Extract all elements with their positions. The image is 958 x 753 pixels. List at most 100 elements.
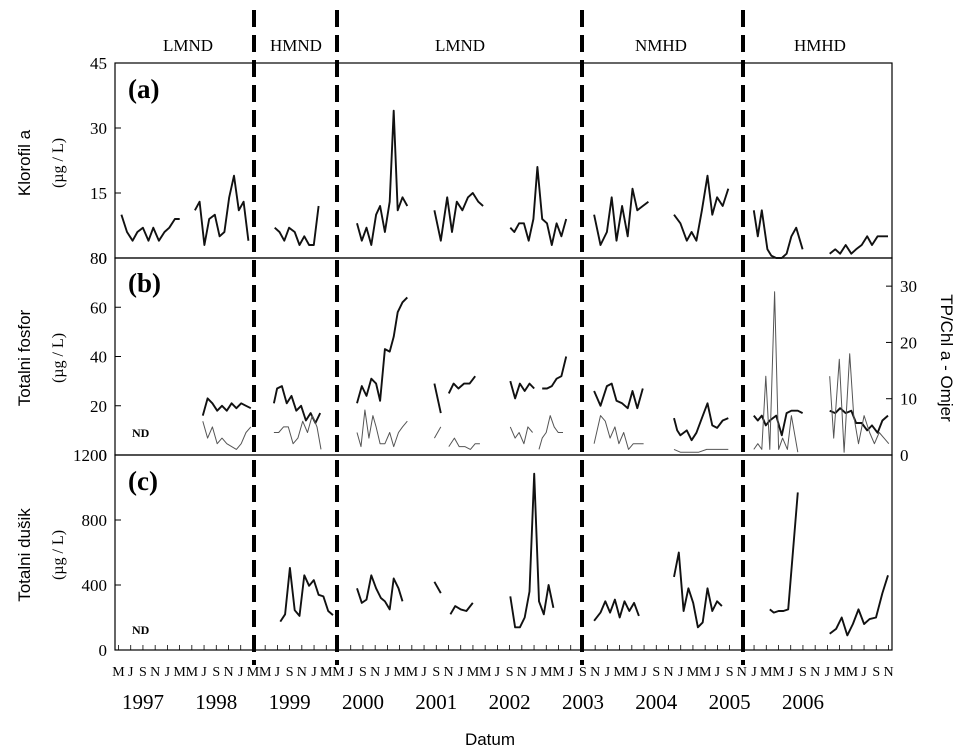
panel-a-letter: (a) — [128, 74, 159, 104]
month-tick-label: M — [479, 665, 492, 680]
y2tick-label: 0 — [900, 446, 909, 465]
year-label: 1998 — [195, 690, 237, 714]
series-line-2-1-7 — [542, 356, 568, 390]
ytick-label: 0 — [99, 249, 108, 268]
panel-b-frame — [114, 257, 893, 456]
panel-c-ylabel: Totalni dušik — [15, 508, 34, 602]
panel-b-nd-label: ND — [132, 426, 150, 440]
month-tick-label: J — [165, 665, 171, 680]
year-label: 2000 — [342, 690, 384, 714]
month-tick-label: J — [348, 665, 354, 680]
month-tick-label: N — [590, 665, 600, 680]
y2tick-label: 20 — [900, 333, 917, 352]
series-line-3-1-7 — [673, 551, 723, 629]
month-tick-label: J — [421, 665, 427, 680]
month-tick-label: J — [861, 665, 867, 680]
y2tick-label: 30 — [900, 277, 917, 296]
ytick-label: 60 — [90, 298, 107, 317]
year-label: 2003 — [562, 690, 604, 714]
series-line-1-1-8 — [673, 174, 730, 242]
series-line-2-1-1 — [201, 397, 252, 416]
year-label: 2006 — [782, 690, 824, 714]
series-line-1-1-4 — [356, 109, 409, 246]
month-tick-label: J — [605, 665, 611, 680]
period-label-1: LMND — [163, 36, 213, 55]
series-line-2-1-3 — [356, 296, 408, 404]
period-label-4: NMHD — [635, 36, 687, 55]
month-tick-label: J — [385, 665, 391, 680]
ytick-label: 800 — [82, 511, 108, 530]
series-line-2-2-11 — [829, 353, 890, 453]
series-line-2-2-8 — [593, 415, 644, 450]
series-line-3-1-1 — [279, 566, 334, 623]
month-tick-label: N — [223, 665, 233, 680]
month-tick-label: S — [579, 665, 587, 680]
ytick-label: 30 — [90, 119, 107, 138]
panel-b-yunit: (µg / L) — [50, 333, 67, 383]
ytick-label: 20 — [90, 397, 107, 416]
month-tick-label: M — [467, 665, 480, 680]
month-tick-label: S — [286, 665, 294, 680]
month-tick-label: M — [173, 665, 186, 680]
month-tick-label: M — [772, 665, 785, 680]
year-label: 2005 — [709, 690, 751, 714]
panel-a-frame — [114, 62, 893, 259]
month-tick-label: S — [726, 665, 734, 680]
month-tick-label: M — [112, 665, 125, 680]
panel-b-letter: (b) — [128, 268, 161, 298]
month-tick-label: N — [370, 665, 380, 680]
month-tick-label: M — [320, 665, 333, 680]
month-tick-label: J — [201, 665, 207, 680]
series-line-2-1-5 — [447, 375, 476, 394]
y2tick-label: 10 — [900, 390, 917, 409]
month-tick-label: J — [568, 665, 574, 680]
year-label: 1997 — [122, 690, 164, 714]
month-tick-label: M — [540, 665, 553, 680]
month-tick-label: J — [715, 665, 721, 680]
month-tick-label: M — [613, 665, 626, 680]
month-tick-label: J — [641, 665, 647, 680]
series-line-3-1-5 — [509, 472, 555, 629]
series-line-3-1-8 — [769, 492, 799, 614]
period-labels: LMND HMND LMND NMHD HMHD — [163, 36, 846, 55]
month-tick-label: M — [846, 665, 859, 680]
ytick-label: 40 — [90, 348, 107, 367]
month-tick-label: N — [737, 665, 747, 680]
month-tick-label: J — [128, 665, 134, 680]
x-axis-label: Datum — [465, 730, 515, 749]
series-line-3-1-4 — [449, 602, 474, 615]
month-tick-label: J — [275, 665, 281, 680]
month-tick-label: N — [297, 665, 307, 680]
month-tick-label: M — [552, 665, 565, 680]
period-dividers — [252, 10, 745, 665]
month-tick-label: M — [393, 665, 406, 680]
month-tick-label: M — [687, 665, 700, 680]
series-line-2-1-4 — [433, 383, 442, 414]
panel-c-letter: (c) — [128, 466, 158, 496]
month-tick-label: M — [406, 665, 419, 680]
month-tick-label: M — [833, 665, 846, 680]
month-tick-label: M — [186, 665, 199, 680]
panel-c-nd-label: ND — [132, 623, 150, 637]
year-label: 2001 — [415, 690, 457, 714]
month-tick-label: M — [247, 665, 260, 680]
month-tick-label: J — [531, 665, 537, 680]
series-line-1-1-9 — [752, 209, 804, 259]
month-tick-label: M — [332, 665, 345, 680]
panel-c-frame — [114, 454, 893, 651]
series-line-2-2-7 — [538, 415, 563, 450]
month-tick-label: M — [259, 665, 272, 680]
month-tick-label: N — [883, 665, 893, 680]
panel-b-y2label: TP/Chl a - Omjer — [937, 294, 956, 422]
series-line-2-2-5 — [448, 437, 480, 450]
ytick-label: 80 — [90, 249, 107, 268]
series-line-2-1-8 — [593, 382, 644, 410]
month-tick-label: S — [432, 665, 440, 680]
series-line-3-1-3 — [433, 581, 442, 594]
month-tick-label: S — [872, 665, 880, 680]
ytick-label: 400 — [82, 576, 108, 595]
series-line-2-2-10 — [753, 291, 799, 453]
month-tick-label: M — [760, 665, 773, 680]
month-tick-label: J — [751, 665, 757, 680]
